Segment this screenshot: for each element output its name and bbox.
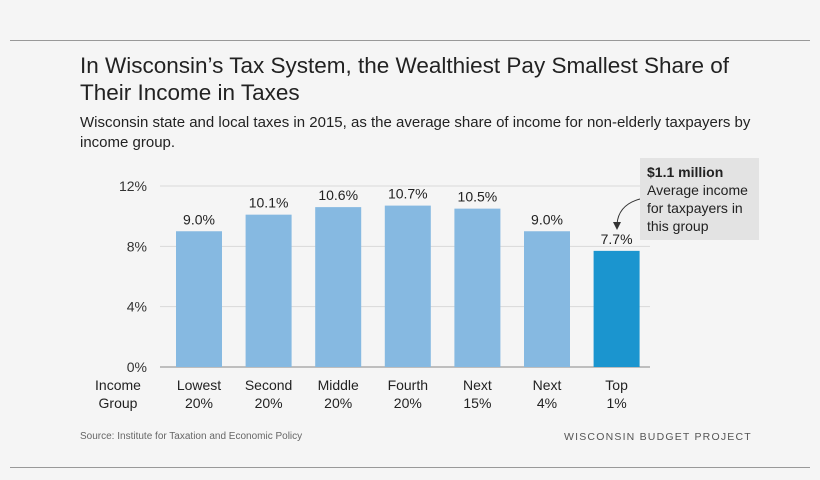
x-tick-label: 4%	[537, 395, 557, 411]
data-label: 7.7%	[601, 231, 633, 247]
chart-title: In Wisconsin’s Tax System, the Wealthies…	[80, 53, 730, 105]
annotation-headline: $1.1 million	[647, 164, 724, 180]
y-tick-label: 12%	[119, 178, 147, 194]
bottom-rule	[10, 467, 810, 468]
data-label: 10.7%	[388, 186, 428, 202]
bar	[454, 208, 501, 367]
annotation-arrow	[616, 198, 641, 225]
bar	[384, 205, 431, 367]
bar	[176, 231, 222, 367]
data-label: 9.0%	[183, 211, 215, 227]
x-tick-label: Lowest	[177, 377, 221, 393]
x-tick-label: 1%	[606, 395, 626, 411]
x-tick-label: Next	[533, 377, 562, 393]
brand-credit: WISCONSIN BUDGET PROJECT	[564, 431, 752, 443]
x-tick-label: 15%	[463, 395, 491, 411]
x-tick-label: 20%	[324, 395, 352, 411]
data-label: 10.5%	[458, 189, 498, 205]
x-tick-label: Fourth	[388, 377, 428, 393]
data-label: 10.1%	[249, 195, 289, 211]
annotation-box: $1.1 million Average income for taxpayer…	[640, 158, 759, 240]
arrowhead-icon	[613, 222, 621, 230]
x-tick-label: 20%	[185, 395, 213, 411]
bar	[315, 207, 362, 367]
x-tick-label: Top	[605, 377, 628, 393]
y-tick-label: 0%	[127, 359, 147, 375]
x-axis-label: Income	[95, 377, 141, 393]
x-tick-label: Second	[245, 377, 292, 393]
x-tick-label: 20%	[255, 395, 283, 411]
y-tick-label: 4%	[127, 299, 147, 315]
data-label: 9.0%	[531, 211, 563, 227]
x-tick-label: Middle	[318, 377, 359, 393]
top-rule	[10, 40, 810, 41]
x-tick-label: Next	[463, 377, 492, 393]
chart-subtitle: Wisconsin state and local taxes in 2015,…	[80, 114, 751, 151]
bar	[245, 214, 292, 367]
bar	[593, 250, 640, 367]
bar	[524, 231, 570, 367]
y-tick-label: 8%	[127, 238, 147, 254]
x-tick-label: 20%	[394, 395, 422, 411]
source-note: Source: Institute for Taxation and Econo…	[80, 431, 303, 442]
annotation-text: Average income for taxpayers in this gro…	[647, 182, 748, 234]
data-label: 10.6%	[318, 187, 358, 203]
x-axis-label: Group	[99, 395, 138, 411]
